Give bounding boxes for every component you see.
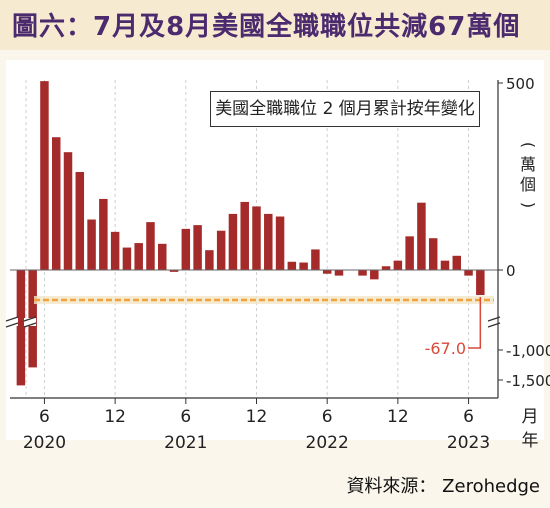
bar-2022-11 [381,266,391,270]
bar-2020-07 [51,137,61,270]
bar-2022-02 [275,216,285,270]
x-tick-label-4: 6 [322,407,333,427]
axes: 500 0 -1,000 -1,500 ( 萬個) 6 2020 12 6 2021 12 6 2022 1… [5,75,550,453]
bar-2023-04 [440,260,450,270]
source-note: 資料來源： Zerohedge [346,476,540,497]
break-gap-2 [488,318,500,326]
bar-2023-05 [452,255,462,270]
bar-2022-06 [322,270,332,274]
bar-2020-06 [40,81,49,270]
bar-2021-10 [228,213,238,270]
page-title: 圖六：7月及8月美國全職職位共減67萬個 [12,12,521,42]
x-tick-label-5: 12 [387,407,409,427]
x-tick-label-1: 12 [104,407,126,427]
bar-2021-09 [216,230,226,270]
bar-2021-01 [122,247,132,270]
bar-2021-08 [205,250,214,270]
annotation-label: -67.0 [425,339,466,358]
y-unit-char-3: ) [519,202,538,208]
legend-box: 美國全職職位 2 個月累計按年變化 [210,91,480,127]
x-unit-month: 月 [522,407,539,427]
y-unit-char-2: 個 [520,175,536,194]
bar-2020-12 [110,231,120,270]
bar-2021-05 [169,270,179,272]
bar-2022-07 [334,270,344,276]
x-tick-label-2: 6 [180,407,191,427]
bar-2021-11 [240,201,249,270]
break-mark-0 [5,316,19,328]
y-unit-char-1: 萬 [520,155,536,174]
y-tick-label-3: -1,500 [506,372,550,390]
bar-2021-04 [158,243,167,270]
bar-2020-04 [16,270,26,386]
x-year-label-6: 2023 [447,433,490,453]
bar-2022-03 [287,261,297,270]
bar-2023-02 [417,202,426,270]
break-gap-1 [24,318,36,326]
x-tick-label-0: 6 [39,407,50,427]
bar-2020-10 [87,219,96,270]
bar-2022-05 [311,249,320,270]
annotation-leader [468,297,482,349]
bar-2020-09 [75,172,85,270]
bar-2023-07 [476,270,485,296]
x-tick-label-6: 6 [463,407,474,427]
bar-2021-06 [181,228,191,270]
x-year-label-4: 2022 [306,433,349,453]
bar-2021-02 [134,243,143,270]
y-tick-label-0: 500 [506,75,535,93]
bar-2022-12 [393,260,403,270]
bar-2022-04 [299,262,308,270]
bar-2021-07 [193,225,202,270]
bar-2023-03 [428,238,438,270]
grid [25,80,470,398]
bar-2021-03 [146,222,155,270]
bar-2020-11 [99,198,108,270]
bar-2021-12 [252,206,261,270]
bar-2023-01 [405,236,414,270]
y-tick-label-1: 0 [506,262,516,280]
y-unit-char-0: ( [519,142,538,148]
x-tick-label-3: 12 [246,407,268,427]
bar-2022-01 [264,213,273,270]
x-unit-year: 年 [522,431,539,451]
break-gap-0 [6,318,18,326]
bar-2022-09 [358,270,367,276]
title-bar [0,0,550,50]
bar-2022-10 [370,270,379,280]
bar-2023-06 [464,270,473,276]
bar-2020-08 [63,152,73,270]
x-year-label-0: 2020 [23,433,66,453]
bars [16,81,485,386]
y-tick-label-2: -1,000 [506,342,550,360]
x-year-label-2: 2021 [164,433,207,453]
break-mark-1 [23,316,37,328]
